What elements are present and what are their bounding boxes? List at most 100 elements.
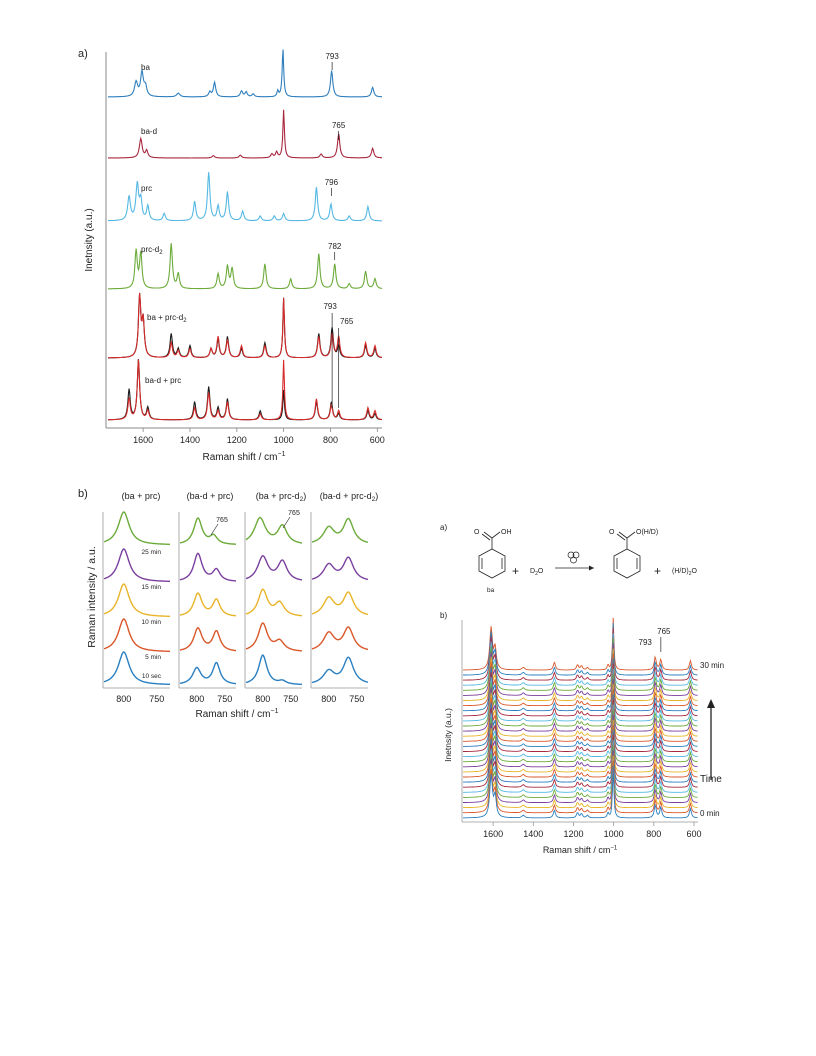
time-trace-line <box>103 618 170 652</box>
subpanel-title-text: (ba-d + prc) <box>187 491 234 501</box>
reagent-sub: 2 <box>535 571 538 577</box>
panel-b-subpanel: (ba-d + prc) 800 750 765 <box>178 491 237 704</box>
series-name: ba + prc-d <box>147 313 183 322</box>
time-end-label: 30 min <box>700 661 724 670</box>
waterfall-spectrum-line <box>463 714 698 768</box>
panel-a-spectrum-line <box>107 49 383 98</box>
waterfall-spectrum-line <box>463 668 698 722</box>
byproduct: (H/D)2O <box>672 568 698 577</box>
panel-a-x-ticks: 1600 1400 1200 1000 800 600 <box>133 428 385 445</box>
waterfall-spectrum-line <box>463 673 698 727</box>
time-trace-line <box>245 516 303 544</box>
reagent-d: D <box>530 568 535 575</box>
waterfall-spectrum-line <box>463 617 698 671</box>
time-trace-line <box>179 627 236 652</box>
time-trace-line <box>179 552 236 582</box>
x-tick-label: 750 <box>149 694 164 704</box>
x-tick-label: 600 <box>686 829 701 839</box>
subpanel-title-sub: 2 <box>372 496 376 503</box>
time-start-label: 0 min <box>700 809 720 818</box>
series-name: prc <box>141 184 152 193</box>
time-arrowhead <box>707 699 715 708</box>
panel-b-subpanel: (ba-d + prc-d2) 800 750 <box>310 491 378 704</box>
panel-b-time-labels: 25 min 15 min 10 min 5 min 10 sec <box>141 549 161 680</box>
waterfall-spectrum-line <box>463 709 698 763</box>
time-point-label: 5 min <box>145 654 161 661</box>
panel-a-series-label: prc-d2 <box>141 245 163 256</box>
x-tick-label: 800 <box>321 694 336 704</box>
plus-sign: + <box>512 564 519 578</box>
panel-b-label: b) <box>78 488 88 500</box>
peak-annotation-label: 765 <box>216 517 228 524</box>
reactant-substituent: OH <box>501 529 512 536</box>
x-tick-label: 1600 <box>133 435 153 445</box>
panel-a-spectrum-line <box>108 292 383 359</box>
x-tick-label: 1200 <box>227 435 247 445</box>
hydroxyl-bond <box>491 531 501 539</box>
panel-a-spectrum-line <box>108 109 383 159</box>
subpanel-title: (ba-d + prc-d2) <box>320 491 378 503</box>
benzene-ring-reactant <box>478 548 506 579</box>
waterfall-spectrum-line <box>463 730 698 783</box>
series-name: prc-d <box>141 245 159 254</box>
waterfall-spectrum-line <box>463 755 698 809</box>
panel-b-x-axis-title-text: Raman shift / cm <box>195 709 270 720</box>
panel-a-x-axis-title: Raman shift / cm−1 <box>202 451 285 463</box>
waterfall-y-axis-title: Inetnsity (a.u.) <box>443 708 453 762</box>
peak-annotation-tick <box>282 516 291 529</box>
time-trace-line <box>245 555 303 581</box>
x-tick-label: 750 <box>217 694 232 704</box>
x-tick-label: 800 <box>255 694 270 704</box>
reactant-name: ba <box>487 587 495 594</box>
waterfall-spectrum-line <box>463 663 698 717</box>
time-point-label: 10 min <box>141 619 161 626</box>
time-trace-line <box>179 517 236 545</box>
reactant-oxygen: O <box>474 529 480 536</box>
x-tick-label: 1400 <box>180 435 200 445</box>
waterfall-spectrum-line <box>463 638 698 691</box>
scheme-label: a) <box>440 523 447 532</box>
reagent-o: O <box>538 568 544 575</box>
peak-annotation-label: 765 <box>340 317 354 326</box>
subpanel-title-text: (ba + prc-d <box>256 491 300 501</box>
byproduct-o: O <box>692 568 698 575</box>
waterfall-spectrum-line <box>463 745 698 798</box>
x-tick-label: 1600 <box>483 829 503 839</box>
waterfall-spectrum-line <box>463 704 698 758</box>
waterfall-spectrum-line <box>463 628 698 681</box>
reaction-scheme: a) O OH ba + D2O <box>440 523 698 594</box>
peak-annotation-label: 765 <box>657 627 671 636</box>
time-trace-line <box>103 583 170 617</box>
panel-a-series-label: ba + prc-d2 <box>147 313 187 324</box>
panel-b-subpanel: (ba + prc-d2) 800 750 765 <box>244 491 306 704</box>
waterfall-spectrum-line <box>463 679 698 732</box>
peak-annotation-label: 796 <box>325 178 339 187</box>
subpanel-title: (ba + prc) <box>122 491 161 501</box>
milling-icon <box>567 551 580 564</box>
panel-b-subpanel: (ba + prc) 800 750 <box>102 491 170 704</box>
time-trace-line <box>311 517 369 543</box>
waterfall-x-ticks: 1600 1400 1200 1000 800 600 <box>483 822 701 839</box>
waterfall-x-axis-title-text: Raman shift / cm <box>543 845 611 855</box>
subpanel-title-sub: 2 <box>300 496 304 503</box>
waterfall-spectrum-line <box>463 689 698 742</box>
carbonyl-bond <box>618 531 628 539</box>
carbonyl-bond <box>483 531 493 539</box>
x-tick-label: 800 <box>646 829 661 839</box>
time-point-label: 25 min <box>141 549 161 556</box>
x-tick-label: 1200 <box>563 829 583 839</box>
waterfall-spectrum-line <box>463 699 698 752</box>
waterfall-spectrum-line <box>463 653 698 707</box>
panel-a-spectrum-line <box>107 359 383 421</box>
benzoate-structure <box>613 531 641 579</box>
time-trace-line <box>103 548 170 582</box>
time-trace-line <box>245 654 303 686</box>
subpanel-title-end: ) <box>375 491 378 501</box>
waterfall-spectrum-line <box>463 633 698 686</box>
time-axis-label: Time <box>700 774 722 785</box>
panel-a-series-label: ba <box>141 63 150 72</box>
subpanel-title-end: ) <box>303 491 306 501</box>
waterfall-x-axis-title: Raman shift / cm−1 <box>543 845 618 855</box>
product-oxygen: O <box>609 529 615 536</box>
